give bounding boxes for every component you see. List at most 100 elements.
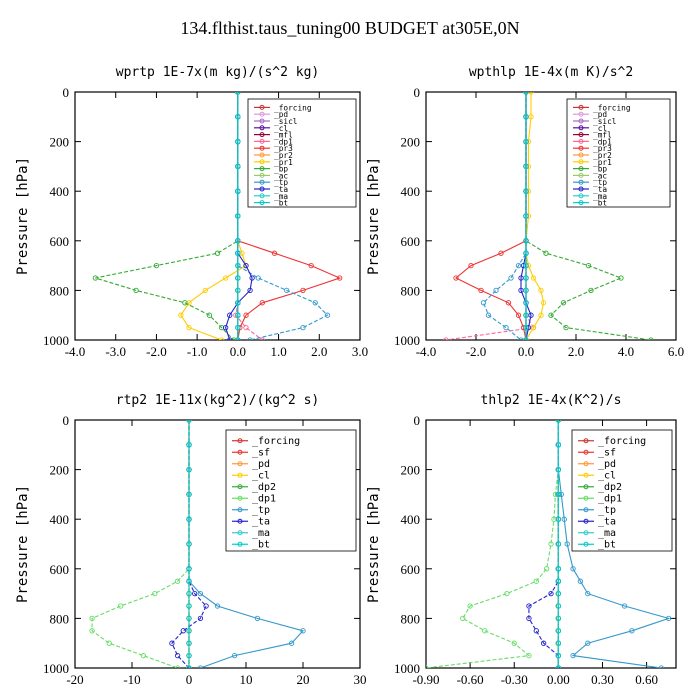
series-line-pr3	[454, 92, 527, 340]
data-point	[300, 324, 306, 331]
series-line-ta	[528, 420, 559, 668]
legend-marker	[237, 507, 243, 513]
data-point	[555, 420, 562, 423]
legend-entry: _pd	[598, 459, 616, 470]
data-point	[523, 287, 529, 294]
chart-title: wpthlp 1E-4x(m K)/s^2	[469, 65, 633, 80]
data-point	[288, 640, 295, 646]
data-point	[538, 312, 544, 318]
data-point	[206, 312, 213, 318]
data-point	[523, 213, 529, 219]
data-point	[498, 250, 504, 256]
y-tick-label: 800	[401, 611, 421, 626]
data-point	[523, 114, 529, 120]
legend-marker	[237, 449, 243, 455]
legend-marker	[583, 530, 589, 536]
y-tick-label: 800	[50, 611, 70, 626]
legend-entry: _tp	[593, 178, 607, 187]
data-point	[214, 250, 221, 256]
data-point	[235, 238, 241, 244]
data-point	[621, 603, 628, 609]
legend: _forcing_pd_sicl_cl_mfl_dp1_pr3_pr2_pr1_…	[247, 98, 357, 208]
data-point	[197, 590, 204, 597]
y-axis-label: Pressure [hPa]	[366, 157, 382, 275]
data-point	[259, 337, 265, 340]
data-point	[243, 312, 249, 318]
legend-entry: _tp	[252, 505, 270, 516]
legend-entry: _mfl	[274, 131, 293, 140]
data-point	[203, 603, 209, 609]
y-tick-label: 600	[401, 562, 421, 577]
x-tick-label: 0.0	[518, 344, 534, 359]
legend-entry: _dp1	[598, 493, 622, 504]
legend-entry: _forcing	[274, 103, 312, 112]
legend-marker	[578, 125, 584, 131]
data-point	[106, 640, 112, 646]
data-point	[555, 628, 562, 634]
legend-marker	[237, 438, 243, 444]
data-point	[511, 640, 517, 646]
series-group	[92, 92, 343, 340]
y-tick-label: 0	[414, 413, 421, 428]
data-point	[588, 287, 594, 294]
data-point	[526, 652, 532, 659]
x-tick-label: -3.0	[105, 344, 126, 359]
legend-marker	[578, 152, 584, 158]
chart-panel-3: thlp2 1E-4x(K^2)/s Pressure [hPa] 0 200 400 6…	[366, 393, 677, 687]
data-point	[426, 665, 429, 668]
legend-box	[571, 429, 673, 552]
x-tick-label: -1.0	[187, 344, 208, 359]
x-tick-label: 30	[354, 672, 367, 687]
data-point	[336, 275, 343, 281]
data-point	[493, 287, 499, 294]
data-point	[308, 262, 314, 269]
x-tick-label: -0.60	[457, 672, 484, 687]
legend-marker	[578, 186, 584, 192]
chart-title: rtp2 1E-11x(kg^2)/(kg^2 s)	[116, 393, 320, 408]
data-point	[505, 300, 512, 306]
legend-entry: _bt	[598, 539, 616, 550]
data-point	[526, 603, 532, 609]
data-point	[528, 114, 534, 120]
legend-marker	[259, 200, 265, 206]
data-point	[178, 312, 184, 318]
data-point	[247, 287, 253, 294]
data-point	[186, 541, 192, 547]
data-point	[197, 615, 204, 622]
series-line-tp	[557, 420, 671, 668]
legend-entry: _dp1	[274, 137, 293, 146]
data-point	[235, 213, 241, 219]
x-tick-label: 6.0	[668, 344, 684, 359]
x-tick-label: 4.0	[618, 344, 634, 359]
data-point	[518, 337, 524, 340]
data-point	[480, 300, 487, 306]
data-point	[89, 628, 95, 634]
data-point	[174, 578, 181, 584]
legend-marker	[583, 495, 589, 501]
data-point	[174, 652, 181, 659]
legend-marker	[259, 172, 265, 178]
legend-marker	[578, 172, 584, 178]
legend-entry: _dp2	[252, 482, 276, 493]
data-point	[235, 114, 241, 120]
data-point	[515, 312, 522, 318]
data-point	[555, 578, 562, 584]
legend-marker	[259, 111, 265, 117]
legend-marker	[578, 159, 584, 165]
data-point	[235, 188, 241, 194]
data-point	[570, 652, 576, 659]
series-group	[426, 420, 672, 668]
legend-marker	[578, 166, 584, 172]
legend-entry: _sicl	[593, 117, 616, 126]
data-point	[629, 628, 635, 634]
legend-entry: _cl	[593, 124, 607, 133]
data-point	[585, 640, 591, 646]
data-point	[467, 603, 473, 609]
data-point	[585, 590, 591, 597]
data-point	[555, 603, 562, 609]
y-axis-label: Pressure [hPa]	[15, 485, 31, 603]
x-tick-label: 20	[297, 672, 310, 687]
series-group	[89, 420, 306, 668]
legend-marker	[259, 152, 265, 158]
data-point	[665, 615, 672, 622]
